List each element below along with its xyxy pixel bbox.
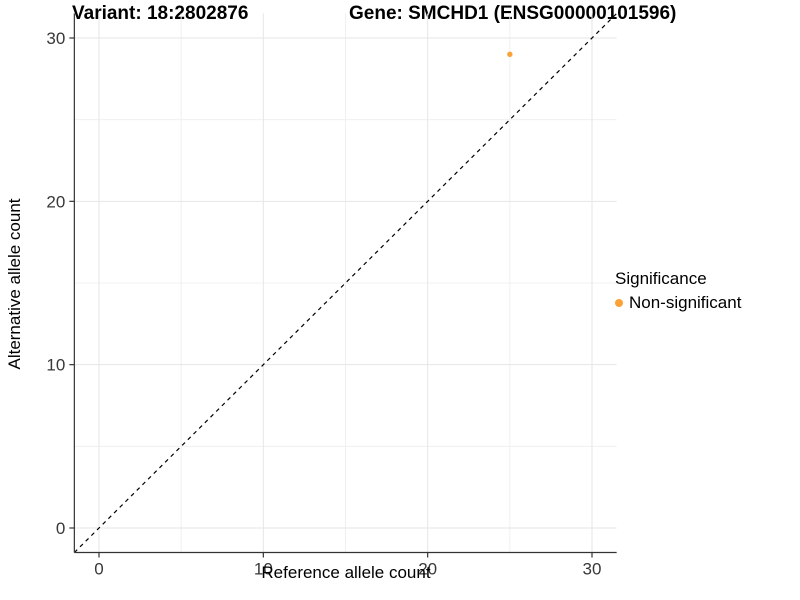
legend-point-icon [615,299,623,307]
data-point [507,51,513,58]
x-axis-title: Reference allele count [261,563,431,582]
x-tick-label: 20 [418,560,437,579]
y-tick-label: 10 [46,356,65,375]
legend-title: Significance [615,269,707,288]
y-tick-label: 0 [56,519,65,538]
legend-item: Non-significant [615,293,741,313]
y-tick-label: 30 [46,29,65,48]
x-tick-label: 10 [254,560,273,579]
gene-title: Gene: SMCHD1 (ENSG00000101596) [349,3,677,24]
y-axis-title: Alternative allele count [5,198,24,370]
legend-item-label: Non-significant [629,293,742,312]
legend: Significance Non-significant [615,269,741,313]
variant-title: Variant: 18:2802876 [72,3,249,24]
x-tick-label: 0 [94,560,103,579]
x-tick-label: 30 [583,560,602,579]
y-tick-label: 20 [46,192,65,211]
